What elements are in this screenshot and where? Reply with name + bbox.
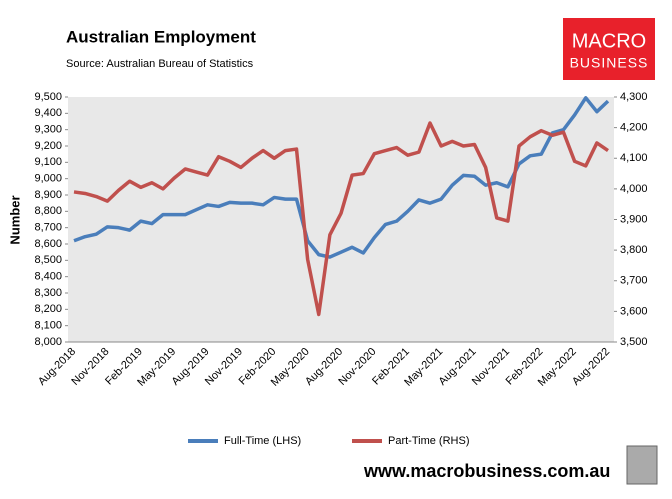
chart-title: Australian Employment bbox=[66, 27, 256, 46]
logo-text: MACRO bbox=[572, 30, 646, 52]
y-tick-label: 8,400 bbox=[34, 271, 62, 283]
y-tick-label: 8,300 bbox=[34, 287, 62, 299]
y2-tick-label: 4,200 bbox=[620, 122, 648, 134]
y-tick-label: 8,700 bbox=[34, 222, 62, 234]
chart-subtitle: Source: Australian Bureau of Statistics bbox=[66, 58, 254, 70]
y2-tick-label: 3,800 bbox=[620, 244, 648, 256]
y2-tick-label: 3,900 bbox=[620, 213, 648, 225]
legend-label: Part-Time (RHS) bbox=[388, 435, 469, 447]
legend-label: Full-Time (LHS) bbox=[224, 435, 301, 447]
y2-tick-label: 3,600 bbox=[620, 305, 648, 317]
y-tick-label: 8,500 bbox=[34, 254, 62, 266]
y-tick-label: 8,800 bbox=[34, 205, 62, 217]
y-tick-label: 8,100 bbox=[34, 320, 62, 332]
footer: www.macrobusiness.com.au bbox=[363, 461, 610, 481]
y-tick-label: 9,500 bbox=[34, 91, 62, 103]
line-series bbox=[73, 96, 610, 259]
y2-tick-label: 4,300 bbox=[620, 91, 648, 103]
wolf-icon bbox=[626, 445, 658, 485]
y-tick-label: 8,200 bbox=[34, 303, 62, 315]
y2-tick-label: 3,700 bbox=[620, 275, 648, 287]
line-series bbox=[73, 121, 609, 317]
y-tick-label: 8,000 bbox=[34, 336, 62, 348]
y2-tick-label: 4,000 bbox=[620, 183, 648, 195]
y-tick-label: 9,400 bbox=[34, 107, 62, 119]
y-tick-label: 9,200 bbox=[34, 140, 62, 152]
logo-box bbox=[563, 18, 655, 80]
logo-text: BUSINESS bbox=[570, 55, 649, 71]
y-tick-label: 8,600 bbox=[34, 238, 62, 250]
y2-tick-label: 3,500 bbox=[620, 336, 648, 348]
y-tick-label: 9,000 bbox=[34, 173, 62, 185]
y-tick-label: 8,900 bbox=[34, 189, 62, 201]
y-axis-label: Number bbox=[7, 195, 22, 244]
y2-tick-label: 4,100 bbox=[620, 152, 648, 164]
y-tick-label: 9,300 bbox=[34, 124, 62, 136]
y-tick-label: 9,100 bbox=[34, 156, 62, 168]
